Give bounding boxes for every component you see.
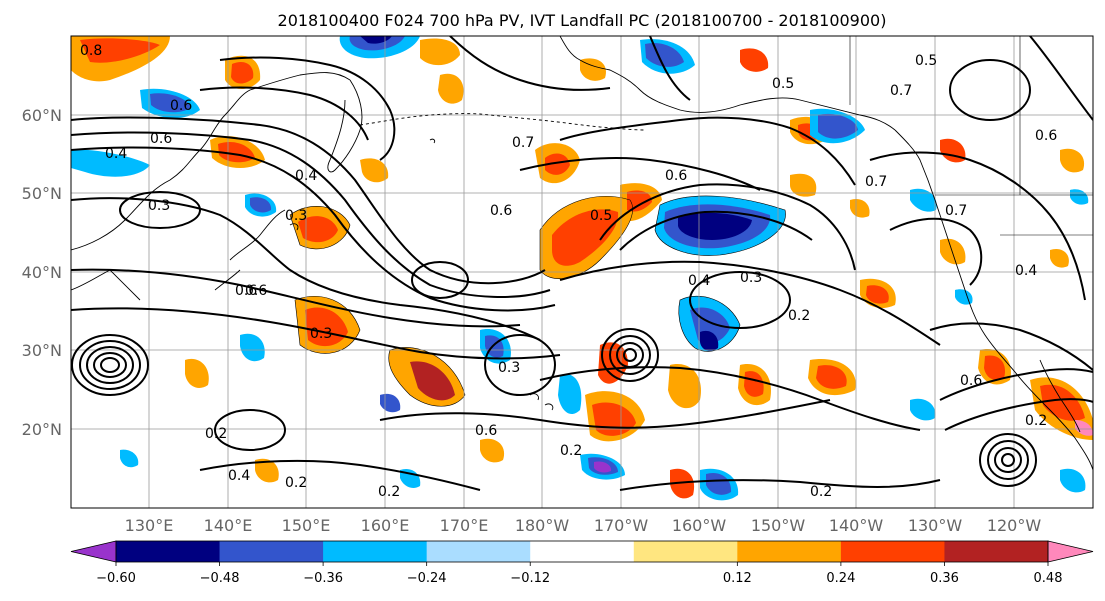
lon-label: 140°E (204, 516, 253, 535)
lat-label: 30°N (22, 341, 62, 360)
lon-label: 140°W (829, 516, 884, 535)
contour-label: 0.6 (245, 283, 267, 299)
contour-label: 0.2 (285, 475, 307, 491)
lat-label: 20°N (22, 420, 62, 439)
contour-label: 0.6 (235, 283, 257, 299)
latitude-labels: 20°N 30°N 40°N 50°N 60°N (22, 106, 62, 439)
contour-label: 0.2 (378, 484, 400, 500)
lat-label: 50°N (22, 184, 62, 203)
contour-label: 0.6 (665, 168, 687, 184)
colorbar: −0.60 −0.48 −0.36 −0.24 −0.12 0.12 0.24 0.36 0.4… (70, 540, 1094, 586)
colorbar-cell (944, 541, 1049, 562)
figure-title: 2018100400 F024 700 hPa PV, IVT Landfall… (278, 11, 887, 30)
colorbar-cell (840, 541, 945, 562)
contour-label: 0.6 (960, 373, 982, 389)
colorbar-cell (116, 541, 221, 562)
coastlines (71, 36, 1093, 471)
colorbar-ticks: −0.60 −0.48 −0.36 −0.24 −0.12 0.12 0.24 0.36 0.4… (96, 562, 1063, 586)
colorbar-cell (426, 541, 531, 562)
colorbar-tick-label: 0.24 (826, 571, 855, 586)
contour-label: 0.2 (788, 308, 810, 324)
colorbar-cell (323, 541, 428, 562)
contour-label: 0.7 (945, 203, 967, 219)
contour-label: 0.4 (688, 273, 710, 289)
colorbar-tick-label: −0.60 (96, 571, 136, 586)
contour-label: 0.7 (512, 135, 534, 151)
colorbar-cells (70, 540, 1094, 563)
contour-label: 0.4 (1015, 263, 1037, 279)
lon-label: 180°W (515, 516, 570, 535)
colorbar-cell (530, 541, 635, 562)
longitude-labels: 130°E 140°E 150°E 160°E 170°E 180°W 170°… (125, 516, 1042, 535)
lat-label: 40°N (22, 263, 62, 282)
contour-label: 0.4 (105, 146, 127, 162)
colorbar-tick-label: 0.36 (930, 571, 959, 586)
graticule (71, 36, 1093, 508)
contour-label: 0.6 (170, 98, 192, 114)
colorbar-cell (633, 541, 738, 562)
lon-label: 150°E (282, 516, 331, 535)
negative-anomaly-region (71, 36, 1089, 501)
colorbar-outline (115, 540, 1049, 563)
colorbar-extend-min (70, 540, 117, 563)
colorbar-cell (737, 541, 842, 562)
lon-label: 160°W (672, 516, 727, 535)
contour-label: 0.8 (80, 43, 102, 59)
colorbar-tick-label: −0.36 (303, 571, 343, 586)
contour-label: 0.5 (590, 208, 612, 224)
map-frame (70, 35, 1094, 509)
lon-label: 160°E (361, 516, 410, 535)
colorbar-tick-label: 0.12 (723, 571, 752, 586)
colorbar-tick-label: −0.48 (200, 571, 240, 586)
contour-label: 0.5 (915, 53, 937, 69)
ivt-contours (71, 36, 1093, 491)
contour-label: 0.4 (228, 468, 250, 484)
contour-label: 0.6 (490, 203, 512, 219)
lon-label: 170°E (440, 516, 489, 535)
contour-label: 0.5 (772, 76, 794, 92)
colorbar-cell (219, 541, 324, 562)
lon-label: 170°W (594, 516, 649, 535)
lat-label: 60°N (22, 106, 62, 125)
colorbar-tick-label: −0.24 (407, 571, 447, 586)
lon-label: 130°E (125, 516, 174, 535)
lon-label: 120°W (987, 516, 1042, 535)
colorbar-extend-max (1047, 540, 1094, 563)
colorbar-tick-label: 0.48 (1034, 571, 1063, 586)
contour-label: 0.3 (310, 326, 332, 342)
contour-label: 0.6 (150, 131, 172, 147)
contour-label: 0.3 (740, 270, 762, 286)
contour-label: 0.3 (148, 198, 170, 214)
contour-label: 0.6 (475, 423, 497, 439)
contour-label: 0.2 (810, 484, 832, 500)
contour-label: 0.7 (890, 83, 912, 99)
contour-label: 0.3 (498, 360, 520, 376)
contour-labels: 0.8 0.6 0.6 0.4 0.3 0.4 0.3 0.6 0.3 0.7 … (80, 43, 1057, 500)
contour-label: 0.2 (1025, 413, 1047, 429)
contour-label: 0.3 (285, 208, 307, 224)
contour-label: 0.7 (865, 174, 887, 190)
lon-label: 130°W (908, 516, 963, 535)
contour-label: 0.2 (560, 443, 582, 459)
lon-label: 150°W (751, 516, 806, 535)
contour-label: 0.6 (1035, 128, 1057, 144)
contour-label: 0.4 (295, 168, 317, 184)
colorbar-tick-label: −0.12 (510, 571, 550, 586)
contour-label: 0.2 (205, 426, 227, 442)
